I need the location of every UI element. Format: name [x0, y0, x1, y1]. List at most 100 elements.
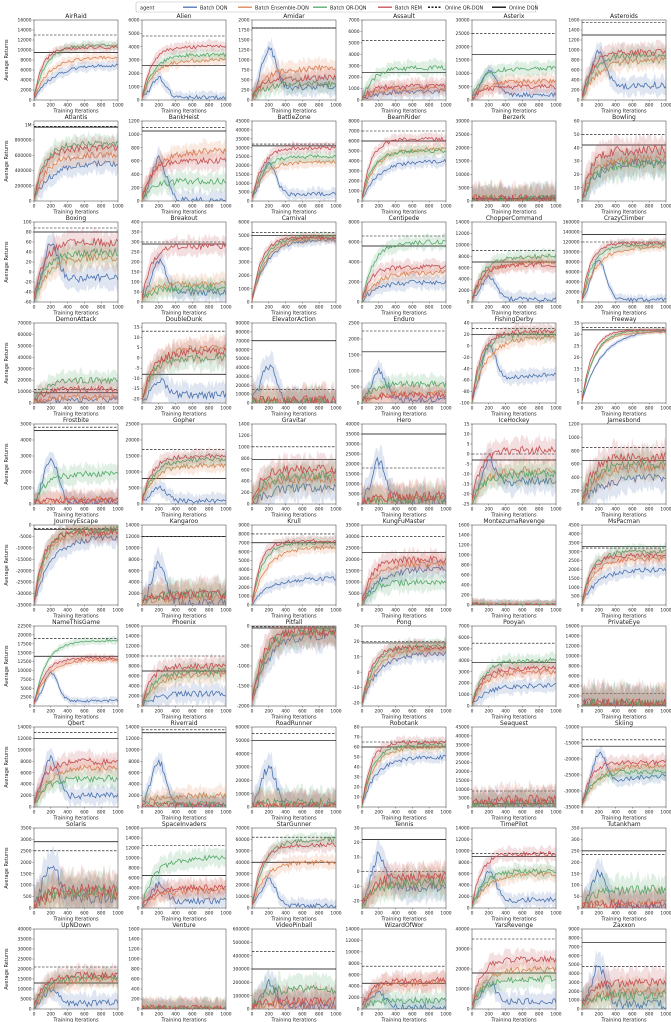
y-tick-label: 20 — [574, 355, 580, 361]
x-tick-label: 800 — [425, 204, 434, 210]
series-line-qr — [472, 657, 556, 706]
series-line-rem — [582, 452, 666, 500]
x-tick-label: 200 — [155, 810, 164, 816]
y-tick-label: 7000 — [568, 944, 579, 950]
x-tick-label: 400 — [171, 709, 180, 715]
y-tick-label: 200 — [461, 593, 470, 599]
y-tick-label: 800 — [571, 58, 580, 64]
y-tick-label: -10000 — [564, 725, 580, 731]
y-tick-label: 25000 — [126, 422, 140, 428]
y-tick-label: -1000 — [237, 664, 250, 670]
y-tick-label: 6000 — [458, 265, 469, 271]
x-tick-label: 800 — [425, 911, 434, 917]
chart-title: Frostbite — [63, 417, 89, 424]
y-tick-label: -20 — [132, 396, 139, 402]
series-line-rem — [252, 841, 336, 905]
x-tick-label: 0 — [141, 406, 144, 412]
x-tick-label: 400 — [63, 911, 72, 917]
y-tick-label: 25000 — [346, 452, 360, 458]
y-tick-label: 0 — [467, 98, 470, 104]
series-band-dqn — [252, 570, 336, 605]
y-tick-label: 2000 — [238, 585, 249, 591]
y-tick-label: 0 — [29, 401, 32, 407]
y-tick-label: 40000 — [456, 927, 470, 933]
y-tick-label: 20000 — [236, 778, 250, 784]
series-line-rem — [582, 144, 666, 197]
x-tick-label: 800 — [645, 305, 654, 311]
y-tick-label: 2000 — [568, 567, 579, 573]
series-line-ens — [362, 389, 446, 403]
y-tick-label: 20000 — [456, 44, 470, 50]
x-axis-label: Training Iterations — [490, 513, 537, 519]
plot-area — [33, 221, 119, 303]
x-tick-label: 200 — [485, 204, 494, 210]
y-tick-label: 12000 — [18, 736, 32, 742]
series-line-dqn — [142, 880, 226, 908]
plot-area — [471, 827, 557, 909]
series-line-ens — [362, 85, 446, 100]
y-tick-label: 600 — [461, 573, 470, 579]
y-tick-label: 30000 — [346, 534, 360, 540]
y-tick-label: 100 — [131, 280, 140, 286]
x-tick-label: 400 — [391, 709, 400, 715]
y-tick-label: 600 — [571, 462, 580, 468]
y-tick-label: 14000 — [126, 634, 140, 640]
y-tick-label: 10000 — [456, 787, 470, 793]
series-line-dqn — [362, 456, 446, 504]
y-tick-label: 20000 — [126, 438, 140, 444]
y-tick-label: 6000 — [238, 220, 249, 226]
series-band-ens — [252, 539, 336, 605]
y-tick-label: 1600 — [458, 523, 469, 529]
x-tick-label: 400 — [611, 608, 620, 614]
y-tick-label: -20 — [462, 492, 469, 498]
x-axis-label: Training Iterations — [52, 109, 99, 115]
y-tick-label: 0 — [357, 98, 360, 104]
x-tick-label: 0 — [33, 305, 36, 311]
series-line-rem — [582, 697, 666, 706]
x-tick-label: 0 — [251, 305, 254, 311]
x-tick-label: 600 — [518, 507, 527, 513]
chart-panel: IceHockey -25 -20 -15 -10 -5 0 5 10 15 0 200 400 600 8… — [462, 417, 561, 519]
x-tick-label: 200 — [155, 608, 164, 614]
y-tick-label: -25000 — [16, 580, 32, 586]
x-tick-label: 600 — [408, 204, 417, 210]
y-tick-label: 4000 — [128, 44, 139, 50]
x-tick-label: 800 — [315, 406, 324, 412]
x-tick-label: 400 — [391, 406, 400, 412]
series-band-qr — [34, 636, 118, 706]
chart-panel: Kangaroo02000400060008000100001200014000… — [126, 518, 232, 620]
series-band-rem — [472, 658, 556, 706]
series-band-dqn — [472, 863, 556, 908]
chart-panel: Pooyan 0 1000 2000 3000 4000 5000 6000 7000 0 200 4… — [458, 619, 561, 721]
chart-title: RoadRunner — [276, 720, 313, 727]
series-band-ens — [142, 455, 226, 504]
y-tick-label: 7000 — [348, 129, 359, 135]
plot-area — [33, 322, 119, 404]
x-tick-label: 200 — [47, 406, 56, 412]
y-tick-label: 1500 — [20, 871, 31, 877]
y-tick-label: -60 — [24, 300, 31, 306]
y-tick-label: 4000 — [20, 782, 31, 788]
x-tick-label: 0 — [471, 810, 474, 816]
y-tick-label: 800 — [131, 145, 140, 151]
y-tick-label: 35000 — [346, 432, 360, 438]
series-line-rem — [252, 394, 336, 403]
y-tick-label: 10000 — [126, 470, 140, 476]
chart-title: Amidar — [283, 13, 305, 20]
y-tick-label: 0 — [29, 704, 32, 710]
x-tick-label: 1000 — [550, 608, 561, 614]
y-tick-label: 40000 — [346, 422, 360, 428]
y-tick-label: 40000 — [456, 733, 470, 739]
y-tick-label: 25 — [574, 343, 580, 349]
x-tick-label: 0 — [581, 406, 584, 412]
y-tick-label: 5000 — [348, 591, 359, 597]
x-tick-label: 1000 — [220, 608, 231, 614]
x-tick-label: 800 — [315, 305, 324, 311]
x-tick-label: 400 — [611, 406, 620, 412]
x-tick-label: 800 — [315, 103, 324, 109]
y-tick-label: 8000 — [458, 254, 469, 260]
series-line-dqn — [582, 566, 666, 605]
y-tick-label: 6000 — [568, 953, 579, 959]
series-band-ens — [252, 785, 336, 807]
